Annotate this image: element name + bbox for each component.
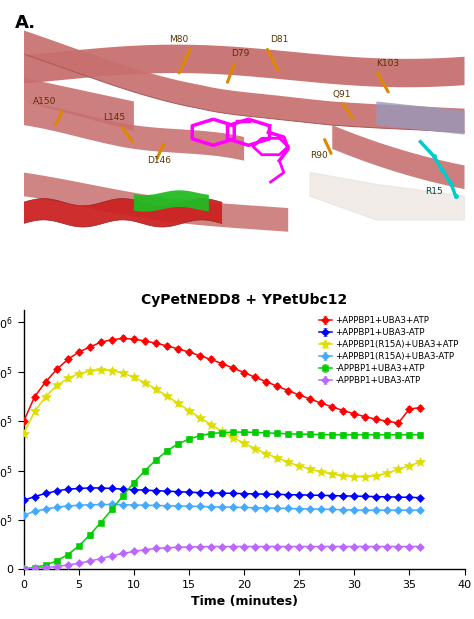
Text: L145: L145	[103, 113, 125, 123]
Text: M80: M80	[169, 35, 189, 44]
Polygon shape	[134, 190, 209, 212]
Polygon shape	[376, 102, 465, 135]
X-axis label: Time (minutes): Time (minutes)	[191, 595, 298, 608]
Text: D146: D146	[147, 156, 171, 165]
Polygon shape	[24, 199, 222, 227]
Polygon shape	[24, 173, 288, 232]
Text: R90: R90	[310, 151, 328, 160]
Legend: +APPBP1+UBA3+ATP, +APPBP1+UBA3-ATP, +APPBP1(R15A)+UBA3+ATP, +APPBP1(R15A)+UBA3-A: +APPBP1+UBA3+ATP, +APPBP1+UBA3-ATP, +APP…	[317, 314, 460, 387]
Text: A.: A.	[15, 14, 36, 32]
Polygon shape	[24, 45, 465, 87]
Text: K103: K103	[376, 59, 400, 68]
Text: A150: A150	[33, 97, 56, 106]
Text: D79: D79	[231, 50, 249, 58]
Polygon shape	[24, 30, 465, 132]
Text: Q91: Q91	[332, 90, 351, 99]
Polygon shape	[24, 78, 134, 131]
Text: R15: R15	[425, 187, 443, 196]
Polygon shape	[310, 173, 465, 220]
Polygon shape	[24, 102, 244, 161]
Title: CyPetNEDD8 + YPetUbc12: CyPetNEDD8 + YPetUbc12	[141, 293, 347, 308]
Polygon shape	[332, 125, 465, 189]
Text: D81: D81	[271, 35, 289, 44]
